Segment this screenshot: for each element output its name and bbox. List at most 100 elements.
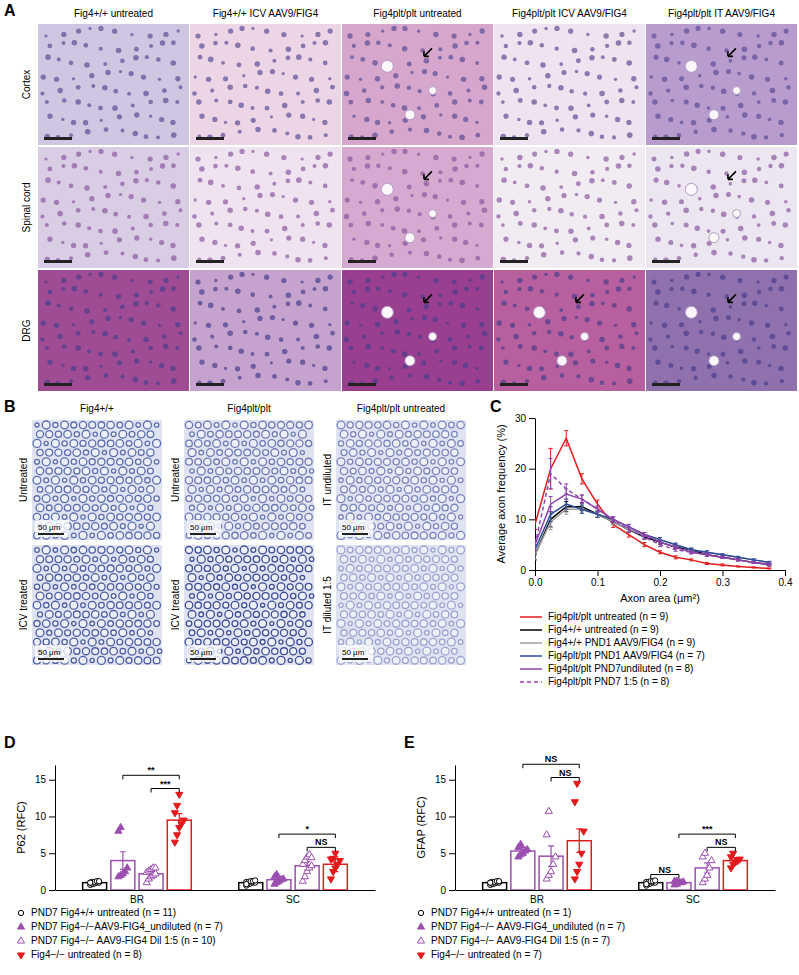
nucleus: [141, 197, 146, 202]
nucleus: [461, 323, 466, 328]
nucleus: [711, 184, 716, 189]
nucleus: [362, 88, 367, 93]
axon: [222, 495, 230, 503]
nucleus: [72, 163, 78, 169]
micrograph: [190, 270, 341, 391]
axon: [271, 629, 278, 636]
nucleus: [668, 363, 673, 368]
scale-bar: [652, 383, 680, 386]
nucleus: [424, 304, 430, 310]
nucleus: [223, 199, 228, 204]
nucleus: [238, 253, 242, 257]
axon: [70, 440, 78, 448]
nucleus: [282, 226, 288, 232]
axon: [208, 557, 213, 562]
nucleus: [156, 303, 161, 308]
micrograph-background: [32, 420, 162, 540]
nucleus: [517, 155, 522, 160]
axon: [269, 547, 275, 553]
axon: [107, 440, 113, 446]
nucleus: [171, 163, 176, 168]
nucleus: [388, 166, 392, 170]
axon: [61, 546, 69, 554]
nucleus: [196, 99, 202, 105]
nucleus: [655, 166, 661, 172]
nucleus: [272, 128, 277, 133]
nucleus: [308, 303, 312, 307]
nucleus: [130, 156, 133, 159]
nucleus: [694, 103, 699, 108]
nucleus: [54, 200, 59, 205]
axon: [42, 495, 50, 503]
nucleus: [196, 345, 202, 351]
nucleus: [555, 119, 558, 122]
nucleus: [170, 366, 175, 371]
nucleus: [757, 44, 761, 48]
axon: [74, 556, 80, 562]
nucleus: [528, 286, 534, 292]
nucleus: [40, 214, 44, 218]
nucleus: [786, 85, 790, 89]
axon: [225, 610, 233, 618]
nucleus: [255, 373, 261, 379]
axon: [91, 486, 99, 494]
nucleus: [47, 236, 52, 241]
axon: [154, 584, 159, 589]
nucleus: [54, 323, 59, 328]
nucleus: [698, 74, 702, 78]
axon: [188, 611, 196, 619]
nucleus: [742, 169, 748, 175]
nucleus: [576, 128, 580, 132]
nucleus: [572, 171, 578, 177]
nucleus: [347, 279, 352, 284]
nucleus: [75, 345, 81, 351]
nucleus: [143, 337, 149, 343]
nucleus: [691, 120, 696, 125]
nucleus: [742, 358, 747, 363]
axon: [260, 441, 265, 446]
micrograph: [494, 24, 645, 145]
nucleus: [558, 208, 564, 214]
axon: [295, 531, 303, 539]
nucleus: [309, 200, 314, 205]
nucleus: [199, 236, 204, 241]
nucleus: [479, 76, 484, 81]
nucleus: [348, 100, 353, 105]
axon: [90, 496, 95, 501]
axon: [208, 469, 213, 474]
nucleus: [634, 331, 638, 335]
nucleus: [707, 27, 711, 31]
axon: [46, 593, 52, 599]
nucleus: [764, 304, 768, 308]
axon: [296, 565, 303, 572]
nucleus: [210, 335, 214, 339]
micrograph-background: [342, 147, 493, 268]
axon: [240, 495, 248, 503]
axon: [222, 532, 229, 539]
nucleus: [576, 374, 580, 378]
axon: [147, 574, 155, 582]
nucleus: [438, 293, 442, 297]
nucleus: [133, 301, 139, 307]
scale-label: 50 μm: [38, 648, 61, 657]
nucleus: [677, 307, 681, 311]
axon: [296, 477, 302, 483]
nucleus: [41, 320, 46, 325]
nucleus: [652, 345, 657, 350]
nucleus: [525, 379, 529, 383]
axon: [82, 555, 90, 563]
nucleus: [83, 366, 88, 371]
axon: [268, 440, 276, 448]
axon: [217, 450, 223, 456]
nucleus: [654, 178, 659, 183]
nucleus: [98, 272, 103, 277]
nucleus: [359, 201, 362, 204]
axon: [126, 495, 133, 502]
nucleus: [148, 33, 153, 38]
axon: [119, 592, 127, 600]
nucleus: [670, 99, 674, 103]
axon: [153, 638, 160, 645]
axon: [233, 423, 237, 427]
nucleus: [170, 120, 175, 125]
nucleus: [437, 131, 442, 136]
